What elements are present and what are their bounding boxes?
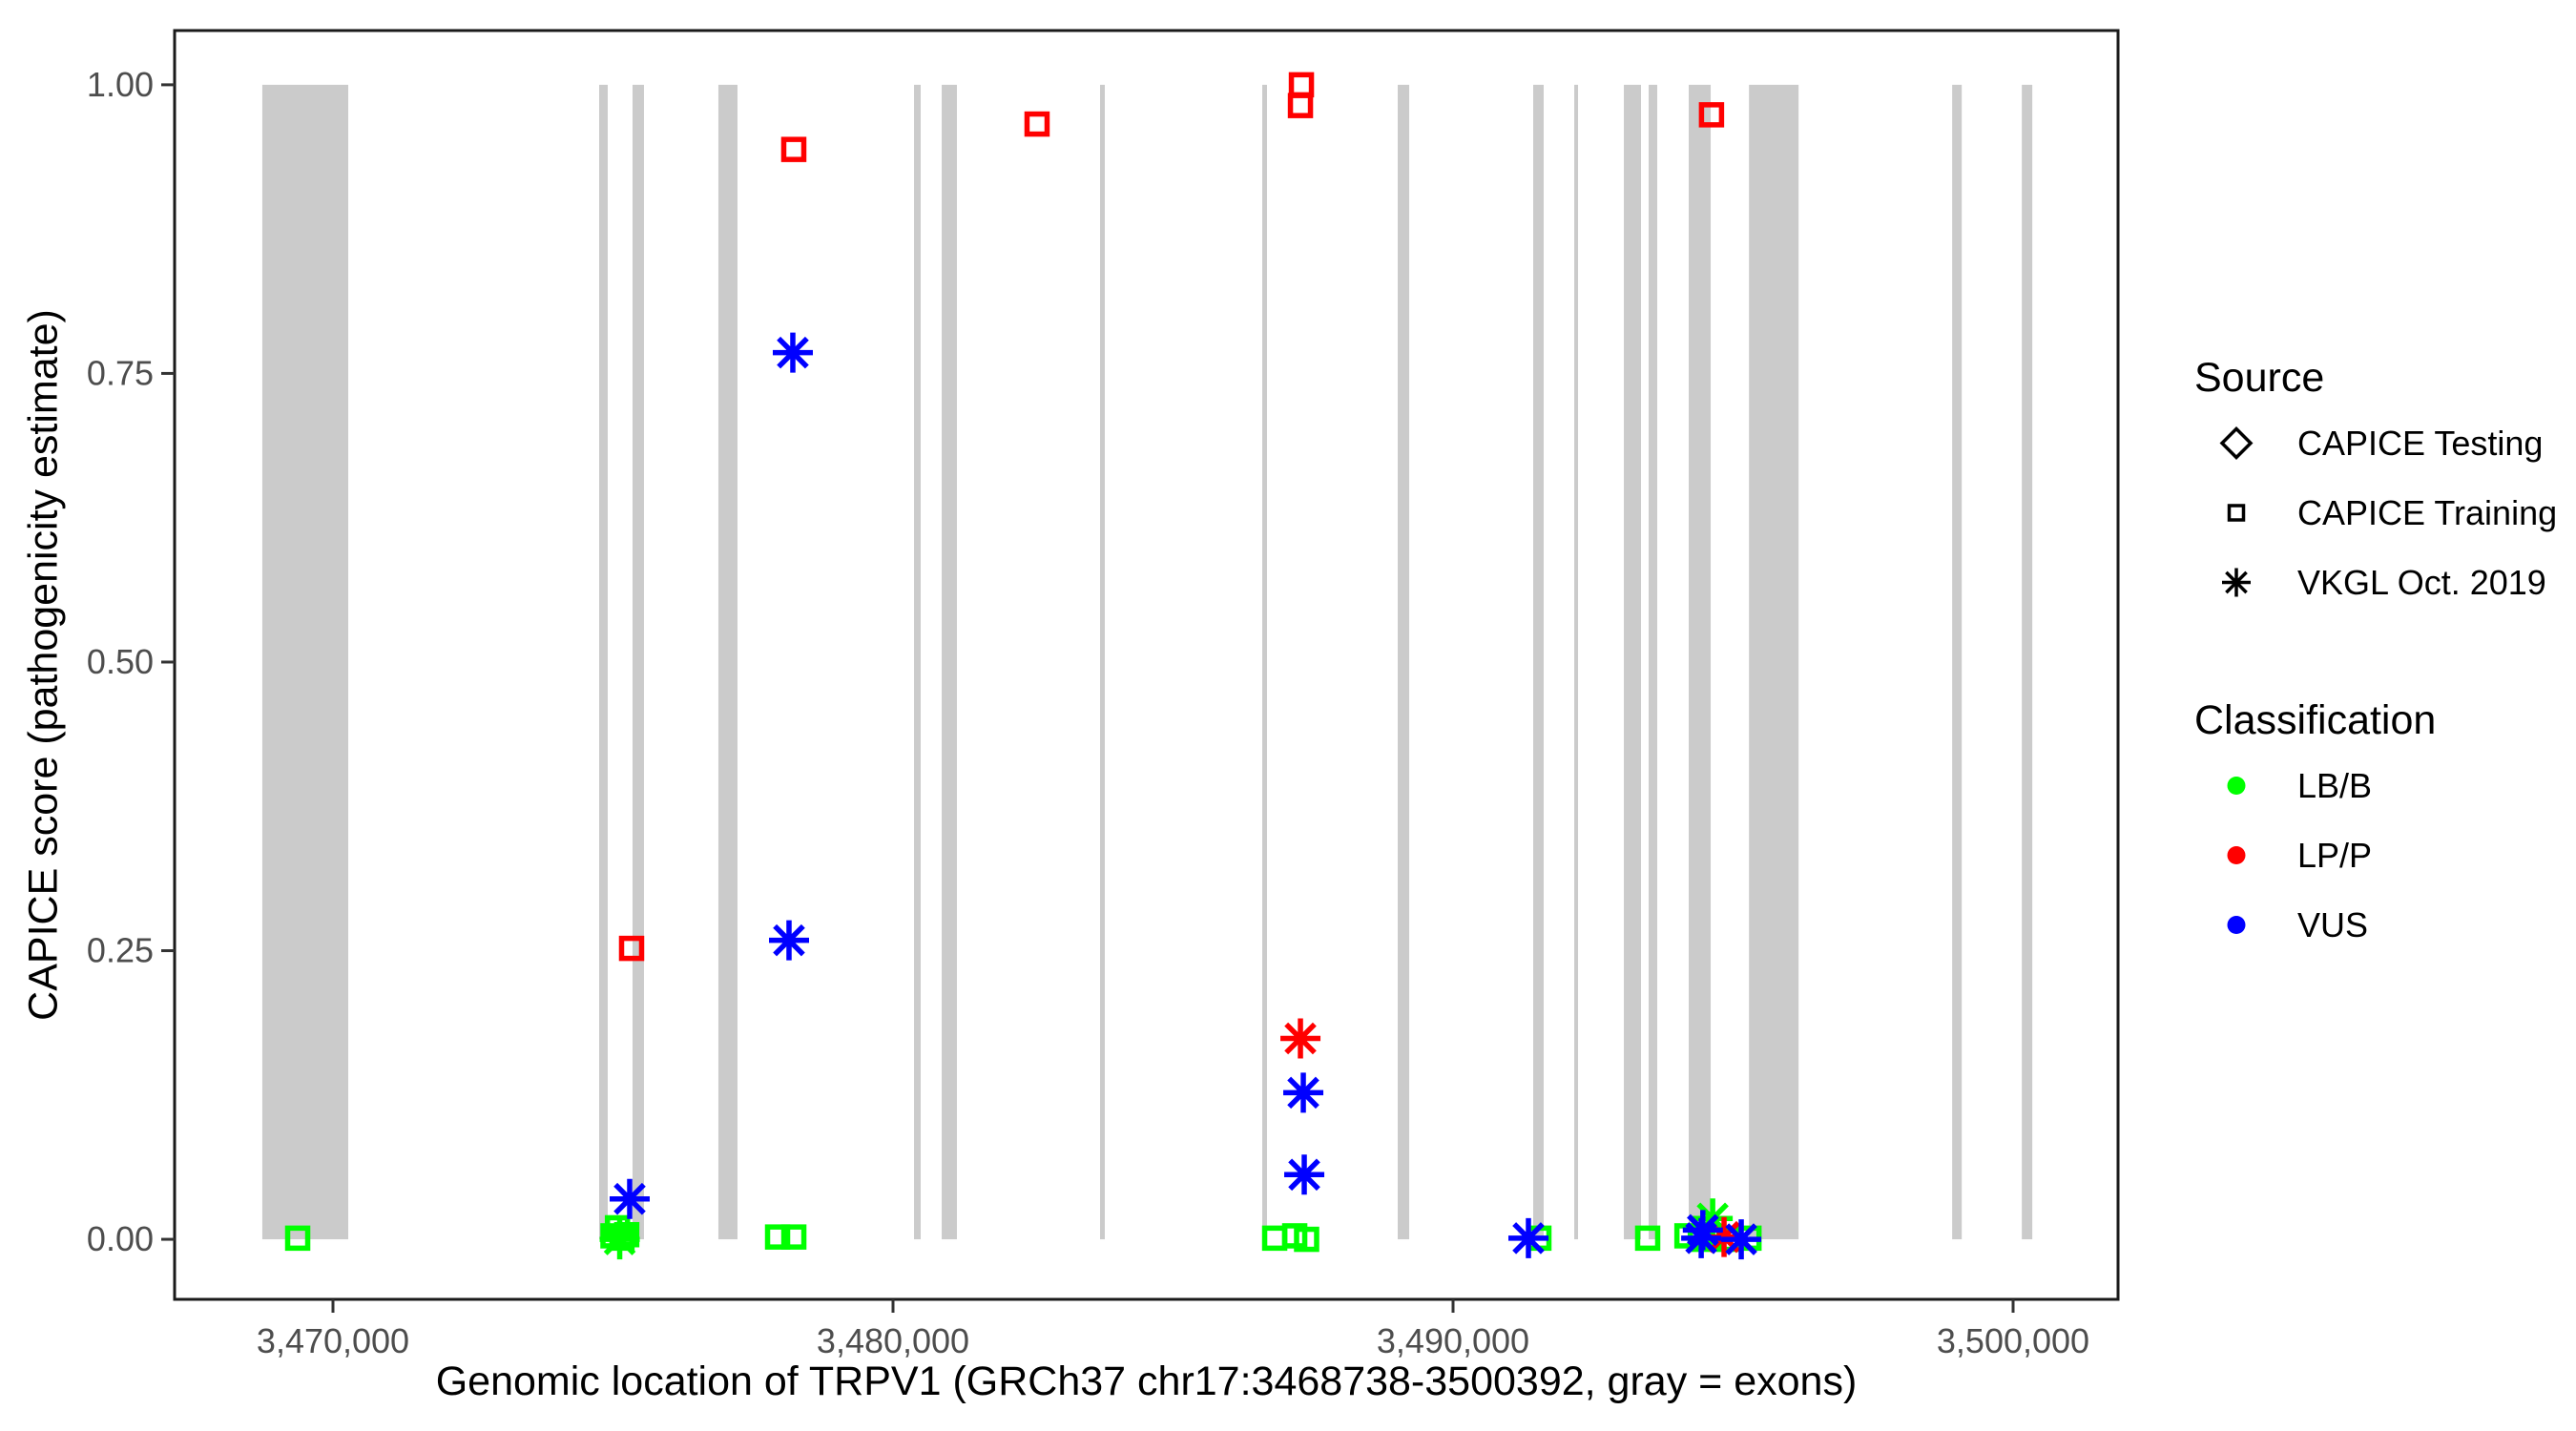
data-point-square [1294,1226,1319,1253]
data-point-square [1261,1225,1288,1252]
data-point-square [1634,1225,1661,1252]
y-tick-label: 0.50 [87,642,154,681]
y-tick-label: 0.75 [87,353,154,392]
legend-source-items: CAPICE Testing CAPICE Training VKGL Oct. 2… [2194,408,2576,617]
legend-source-title: Source [2194,355,2325,401]
legend-item-label: VUS [2297,904,2369,944]
exon-bar [1649,84,1658,1240]
x-tick-label: 3,500,000 [1937,1321,2089,1360]
exon-bar [1100,84,1106,1240]
exon-bar [717,84,737,1240]
x-tick-label: 3,480,000 [817,1321,969,1360]
data-point-square [1024,111,1050,137]
exon-bar [632,84,644,1240]
legend-item: CAPICE Training [2194,478,2576,548]
legend-key-icon [2227,504,2246,522]
data-point-asterisk [1508,1217,1549,1258]
legend-key-icon [2227,846,2246,864]
data-point-asterisk [768,920,809,961]
data-point-square [2227,504,2246,522]
legend-key-icon [2219,426,2254,460]
data-point-square [284,1225,311,1252]
data-point-asterisk [599,1219,640,1260]
data-point-asterisk [2222,568,2251,597]
exon-bar [261,84,349,1240]
exon-bar [914,84,921,1240]
legend-item-label: LP/P [2297,835,2373,875]
x-tick-label: 3,490,000 [1377,1321,1529,1360]
data-point-square [780,136,807,162]
legend-item-label: CAPICE Testing [2297,423,2544,463]
exon-bar [1262,84,1267,1240]
data-point-square [1698,102,1725,128]
legend-key-icon [2222,568,2251,597]
y-tick-label: 0.00 [87,1219,154,1258]
legend-item: LB/B [2194,751,2576,820]
data-point-asterisk [1681,1217,1722,1258]
exon-bar [2022,84,2033,1240]
data-point-asterisk [609,1178,650,1219]
data-point-square [764,1224,791,1250]
data-point-square [1288,72,1315,98]
legend-key-icon [2227,916,2246,934]
legend: Source CAPICE Testing CAPICE Training VKGL… [2194,355,2576,960]
legend-item-label: CAPICE Training [2297,492,2558,532]
exon-bar [1749,84,1799,1240]
data-point-asterisk [1721,1219,1762,1260]
data-point-asterisk [1280,1018,1321,1059]
exon-bar [1574,84,1579,1240]
legend-color-dot [2227,777,2246,795]
legend-item-label: LB/B [2297,765,2373,805]
y-tick-label: 0.25 [87,931,154,970]
exon-bar [1689,84,1712,1240]
data-point-asterisk [772,332,813,373]
panel-border [173,29,2120,1301]
legend-item: VUS [2194,890,2576,960]
data-point-square [1287,93,1314,118]
exon-bar [942,84,957,1240]
legend-classification-title: Classification [2194,697,2437,743]
exon-bar [1398,84,1410,1240]
exon-bar [1952,84,1963,1240]
legend-classification-items: LB/B LP/P VUS [2194,751,2576,960]
exon-bar [1624,84,1641,1240]
legend-color-dot [2227,916,2246,934]
data-point-square [780,1224,807,1250]
legend-item: CAPICE Testing [2194,408,2576,478]
data-point-square [618,935,645,962]
x-axis-title: Genomic location of TRPV1 (GRCh37 chr17:… [435,1358,1858,1404]
data-point-asterisk [1283,1072,1324,1113]
legend-item: VKGL Oct. 2019 [2194,548,2576,617]
exon-bar [599,84,608,1240]
data-point-diamond [2219,426,2254,460]
x-tick-label: 3,470,000 [257,1321,409,1360]
legend-key-icon [2227,777,2246,795]
y-axis-title: CAPICE score (pathogenicity estimate) [20,309,67,1021]
exon-bar [1532,84,1544,1240]
y-tick-label: 1.00 [87,65,154,104]
legend-item-label: VKGL Oct. 2019 [2297,562,2546,602]
legend-color-dot [2227,846,2246,864]
legend-item: LP/P [2194,820,2576,890]
data-point-asterisk [1284,1154,1325,1195]
